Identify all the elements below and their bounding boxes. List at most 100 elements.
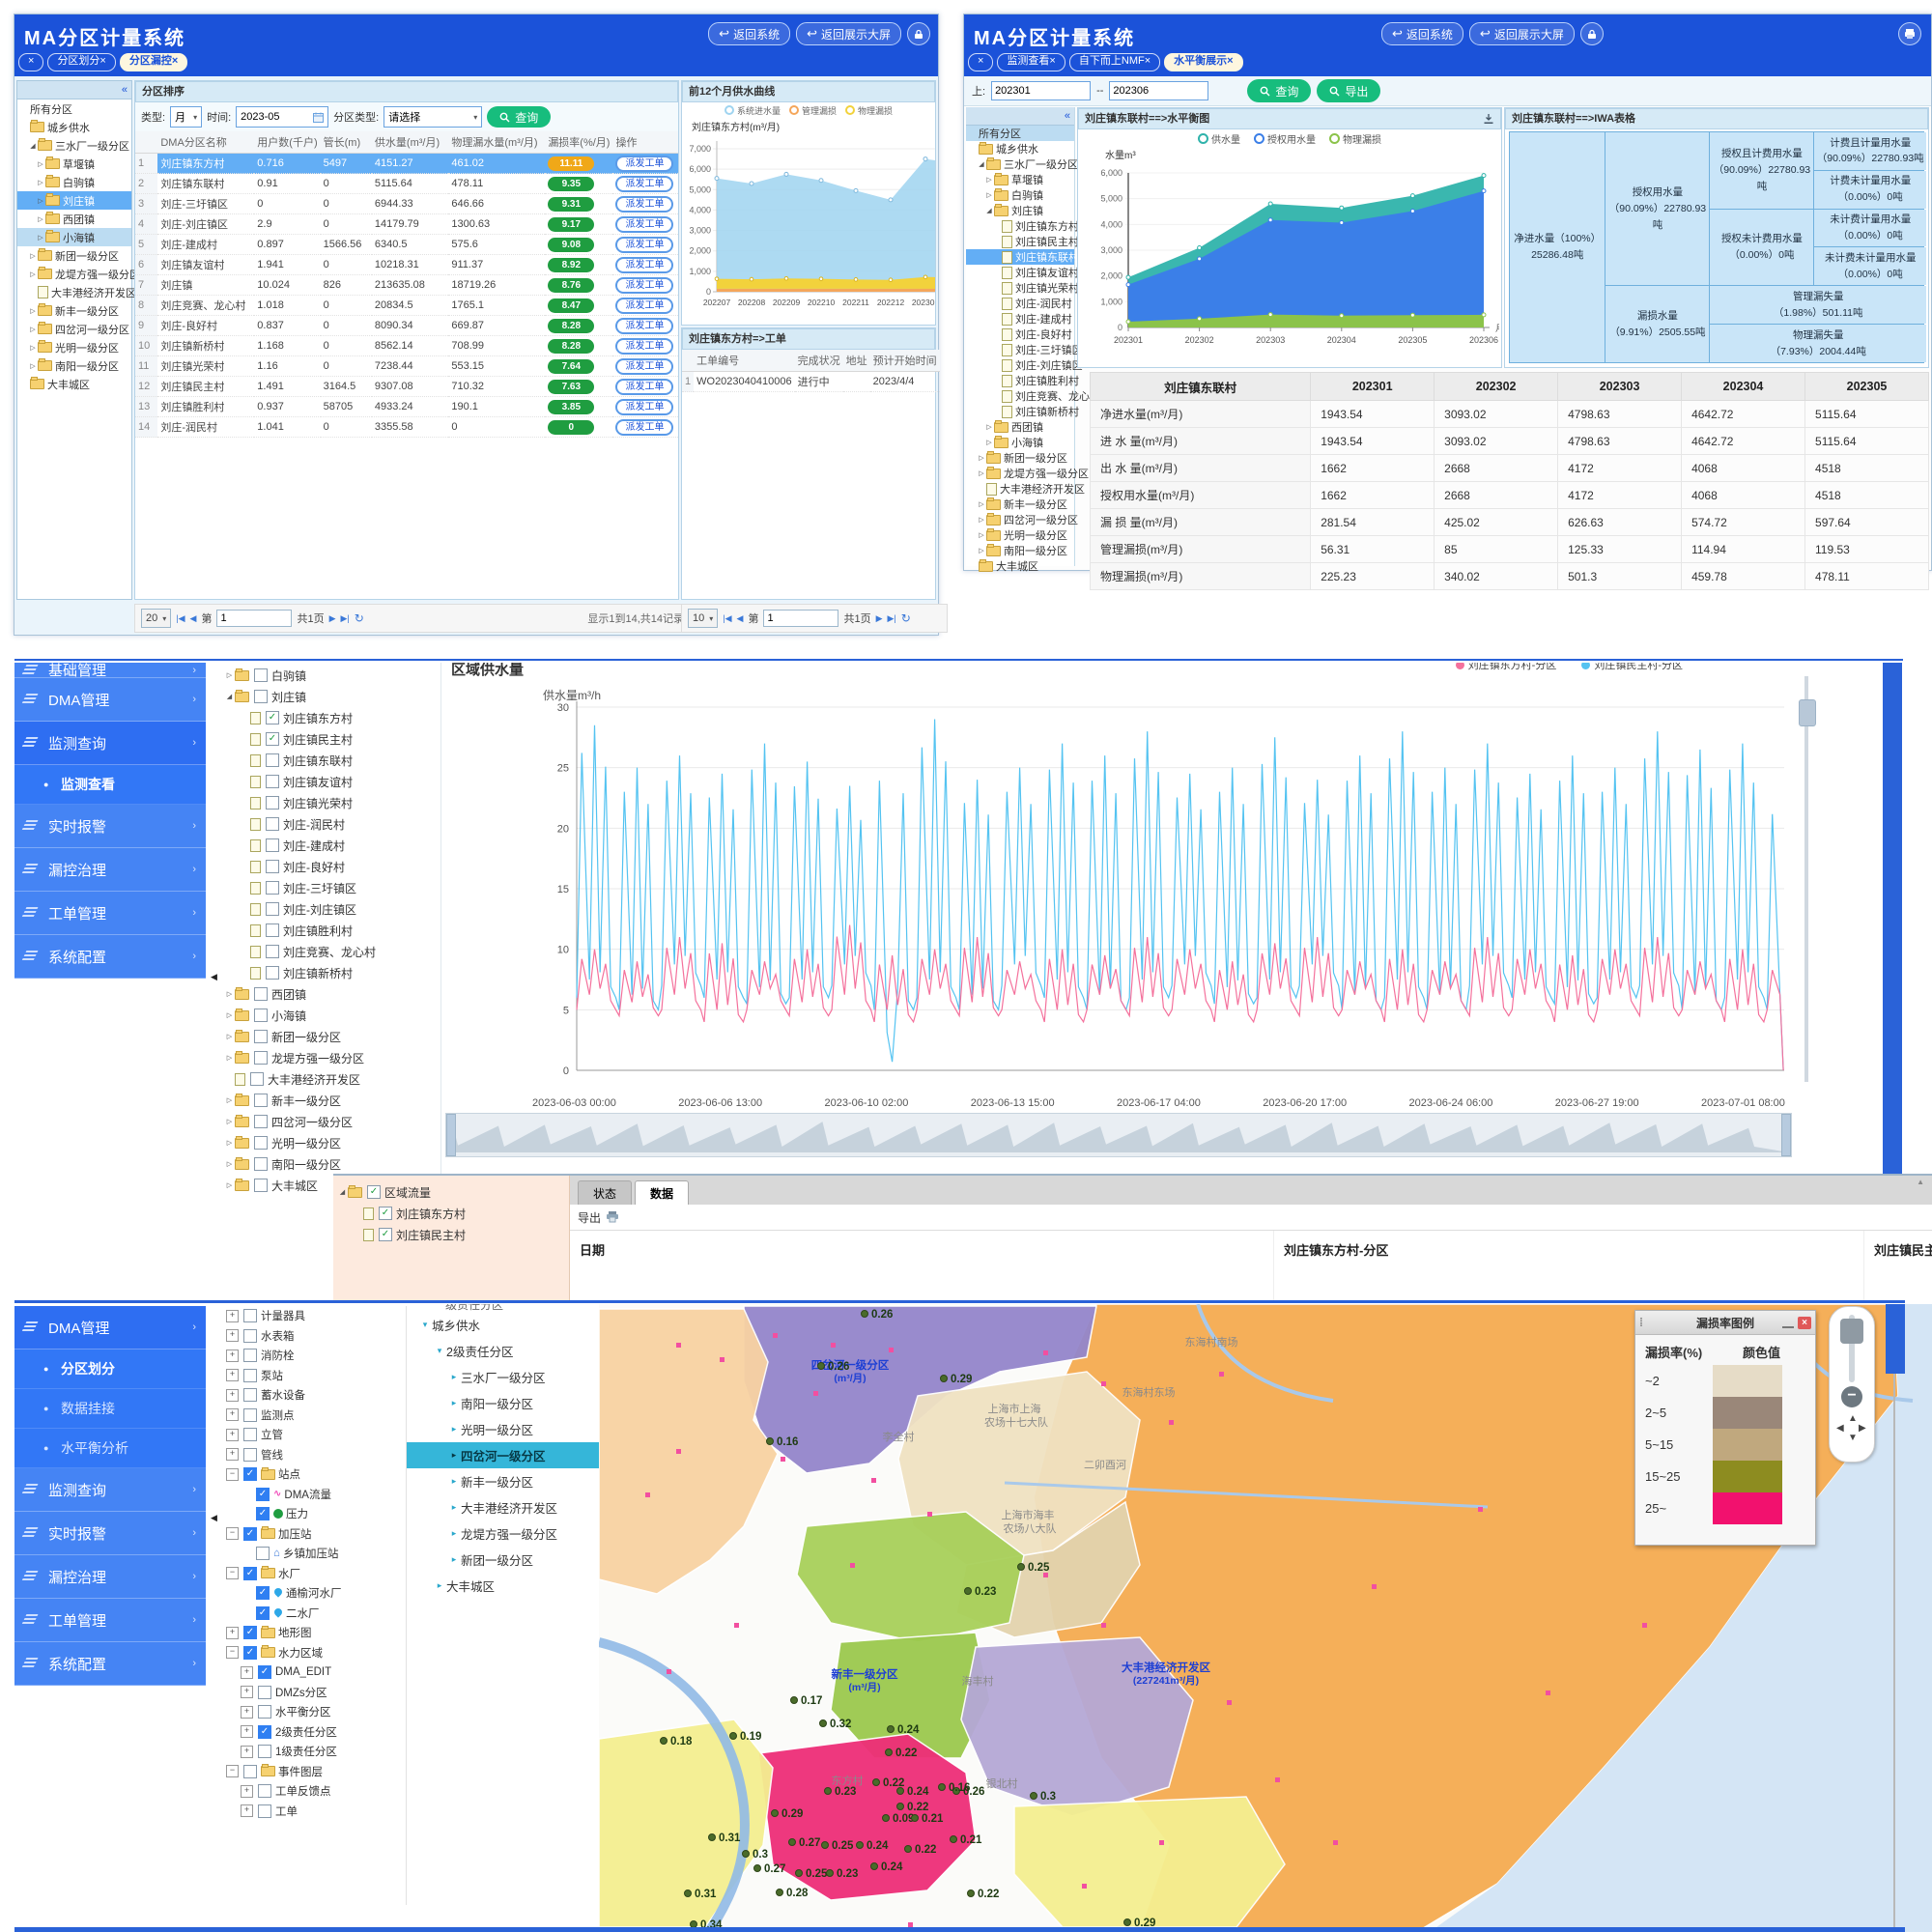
sidebar-item-监测查询[interactable]: 监测查询 › bbox=[14, 722, 206, 765]
checkbox[interactable] bbox=[258, 1705, 271, 1719]
layer-item[interactable]: + DMZs分区 bbox=[222, 1683, 406, 1703]
twisty-icon[interactable]: ▷ bbox=[226, 1161, 233, 1168]
checkbox[interactable] bbox=[266, 732, 279, 746]
map-zoom-track[interactable] bbox=[1849, 1315, 1855, 1382]
checkbox[interactable] bbox=[254, 1051, 268, 1065]
monitoring-point[interactable]: 0.26 bbox=[817, 1361, 850, 1373]
dispatch-workorder-button[interactable]: 派发工单 bbox=[615, 236, 674, 253]
lock-button[interactable] bbox=[1579, 22, 1604, 45]
twisty-icon[interactable]: ▷ bbox=[226, 1119, 233, 1125]
legend-item[interactable]: 供水量 bbox=[1198, 131, 1240, 146]
monitoring-point[interactable]: 0.31 bbox=[708, 1833, 741, 1844]
twisty-icon[interactable]: ▷ bbox=[986, 440, 992, 446]
monitoring-point[interactable]: 0.22 bbox=[872, 1777, 905, 1789]
layer-item[interactable]: 通榆河水厂 bbox=[222, 1583, 406, 1604]
minimize-icon[interactable] bbox=[1782, 1317, 1794, 1328]
dispatch-workorder-button[interactable]: 派发工单 bbox=[615, 337, 674, 355]
twisty-icon[interactable]: ▷ bbox=[38, 179, 43, 186]
zone-item[interactable]: ▸ 四岔河一级分区 bbox=[407, 1442, 600, 1468]
monitoring-point[interactable]: 0.25 bbox=[1017, 1562, 1050, 1574]
sidebar-subitem-监测查看[interactable]: ● 监测查看 bbox=[14, 765, 206, 805]
tree-item[interactable]: 刘庄-建成村 bbox=[220, 835, 438, 856]
twisty-icon[interactable]: ▸ bbox=[451, 1450, 457, 1460]
zone-item[interactable]: ▸ 光明一级分区 bbox=[407, 1416, 600, 1442]
legend-item[interactable]: 系统进水量 bbox=[724, 104, 781, 117]
checkbox[interactable] bbox=[258, 1665, 271, 1680]
legend-item[interactable]: 物理漏损 bbox=[1329, 131, 1381, 146]
monitoring-point[interactable]: 0.25 bbox=[821, 1840, 854, 1852]
table-row[interactable]: 7 刘庄镇 10.024 826 213635.08 18719.26 8.76 派发工单 bbox=[135, 274, 678, 296]
monitoring-point[interactable]: 0.24 bbox=[870, 1861, 903, 1873]
sidebar-subitem-数据挂接[interactable]: ● 数据挂接 bbox=[14, 1389, 206, 1429]
twisty-icon[interactable]: ▷ bbox=[30, 362, 36, 370]
prev-page-button[interactable]: ◀ bbox=[189, 612, 197, 623]
checkbox[interactable] bbox=[243, 1764, 257, 1778]
legend-item[interactable]: 管理漏损 bbox=[788, 104, 837, 117]
tree-item[interactable]: 刘庄镇民主村 bbox=[966, 234, 1079, 249]
tab-分区漏控[interactable]: 分区漏控× bbox=[119, 53, 188, 71]
checkbox[interactable] bbox=[254, 668, 268, 682]
twisty-icon[interactable]: ◢ bbox=[30, 142, 36, 150]
checkbox[interactable] bbox=[256, 1605, 270, 1620]
panel-collapse-arrow[interactable]: ◀ bbox=[211, 972, 217, 981]
tree-item[interactable]: ▷ 刘庄镇 bbox=[17, 191, 131, 210]
header-button[interactable]: ↩ 返回系统 bbox=[1381, 22, 1463, 45]
tree-item[interactable]: ◢ 三水厂一级分区 bbox=[17, 136, 131, 155]
tree-item[interactable]: ▷ 光明一级分区 bbox=[17, 338, 131, 356]
sidebar-item-实时报警[interactable]: 实时报警 › bbox=[14, 1512, 206, 1555]
checkbox[interactable] bbox=[266, 966, 279, 980]
checkbox[interactable] bbox=[266, 923, 279, 937]
tree-item[interactable]: 城乡供水 bbox=[17, 118, 131, 136]
twisty-icon[interactable]: ▷ bbox=[30, 252, 36, 260]
layer-item[interactable]: + 管线 bbox=[222, 1445, 406, 1465]
checkbox[interactable] bbox=[258, 1784, 271, 1799]
twisty-icon[interactable]: ◢ bbox=[339, 1189, 346, 1196]
tree-item[interactable]: 刘庄-三圩镇区 bbox=[966, 342, 1083, 357]
tree-item[interactable]: 大丰港经济开发区 bbox=[17, 283, 136, 301]
checkbox[interactable] bbox=[266, 711, 279, 724]
checkbox[interactable] bbox=[266, 881, 279, 895]
layer-item[interactable]: + 泵站 bbox=[222, 1366, 406, 1386]
twisty-icon[interactable]: ▷ bbox=[979, 470, 984, 477]
monitoring-point[interactable]: 0.29 bbox=[1123, 1918, 1156, 1929]
tree-item[interactable]: 刘庄竞赛、龙心村 bbox=[966, 388, 1100, 404]
twisty-icon[interactable]: ◢ bbox=[226, 694, 233, 700]
layer-item[interactable]: − 加压站 bbox=[222, 1524, 406, 1545]
dispatch-workorder-button[interactable]: 派发工单 bbox=[615, 175, 674, 192]
table-row[interactable]: 5 刘庄-建成村 0.897 1566.56 6340.5 575.6 9.08 派发工单 bbox=[135, 234, 678, 255]
last-page-button[interactable]: ▶| bbox=[887, 612, 896, 623]
tab-水平衡展示[interactable]: 水平衡展示× bbox=[1164, 53, 1243, 71]
tree-item[interactable]: ▷ 新丰一级分区 bbox=[17, 301, 131, 320]
checkbox[interactable] bbox=[266, 902, 279, 916]
expand-icon[interactable]: + bbox=[226, 1369, 239, 1382]
tree-item[interactable]: ◢ 区域流量 bbox=[333, 1181, 569, 1203]
tree-item[interactable]: 所有分区 bbox=[17, 99, 131, 118]
layer-item[interactable]: − 事件图层 bbox=[222, 1762, 406, 1782]
checkbox[interactable] bbox=[243, 1566, 257, 1580]
next-page-button[interactable]: ▶ bbox=[875, 612, 883, 623]
zone-type-select[interactable]: 请选择 ▾ bbox=[384, 106, 483, 128]
dispatch-workorder-button[interactable]: 派发工单 bbox=[615, 256, 674, 273]
table-row[interactable]: 进 水 量(m³/月) 1943.54 3093.02 4798.63 4642.72 5… bbox=[1089, 427, 1929, 455]
first-page-button[interactable]: |◀ bbox=[176, 612, 185, 623]
tab-自下而上NMF[interactable]: 自下而上NMF× bbox=[1068, 53, 1161, 71]
expand-icon[interactable]: + bbox=[241, 1725, 253, 1739]
twisty-icon[interactable]: ▷ bbox=[226, 1097, 233, 1104]
layer-item[interactable]: + 计量器具 bbox=[222, 1306, 406, 1326]
checkbox[interactable] bbox=[266, 860, 279, 873]
twisty-icon[interactable]: ▸ bbox=[451, 1398, 457, 1407]
tab-数据[interactable]: 数据 bbox=[635, 1180, 690, 1205]
twisty-icon[interactable]: ▷ bbox=[38, 197, 43, 205]
layer-item[interactable]: + 蓄水设备 bbox=[222, 1385, 406, 1406]
checkbox[interactable] bbox=[243, 1349, 257, 1363]
tree-collapse-button[interactable]: « bbox=[17, 81, 131, 99]
printer-icon[interactable] bbox=[606, 1211, 619, 1223]
monitoring-point[interactable]: 0.31 bbox=[684, 1889, 717, 1900]
checkbox[interactable] bbox=[367, 1185, 381, 1199]
dispatch-workorder-button[interactable]: 派发工单 bbox=[615, 195, 674, 213]
twisty-icon[interactable]: ▷ bbox=[986, 192, 992, 199]
layer-item[interactable]: +2级责任分区 bbox=[222, 1722, 406, 1743]
twisty-icon[interactable]: ▷ bbox=[986, 424, 992, 431]
tree-item[interactable]: ▷ 新团一级分区 bbox=[17, 246, 131, 265]
monitoring-point[interactable]: 0.29 bbox=[771, 1808, 804, 1820]
